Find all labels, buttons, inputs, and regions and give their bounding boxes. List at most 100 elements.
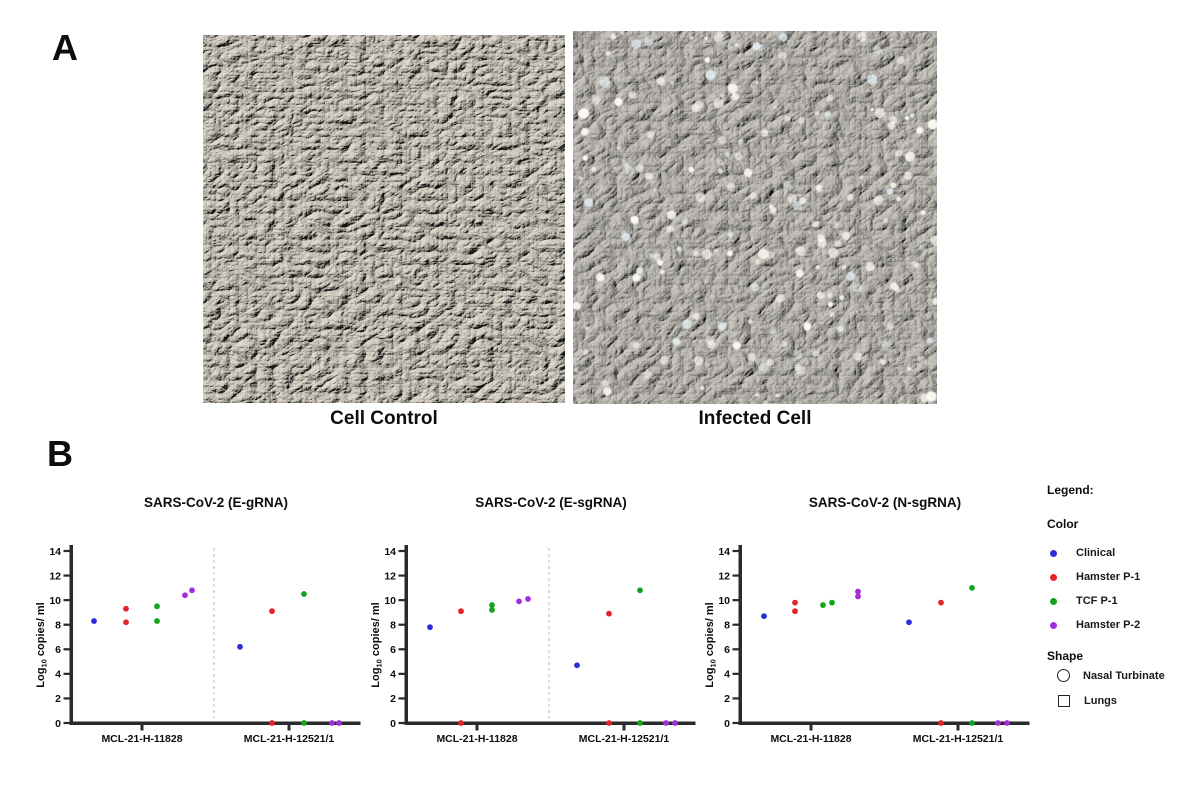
- data-point: [820, 602, 826, 608]
- data-point: [154, 603, 160, 610]
- cell-control-micrograph: [203, 35, 565, 403]
- rounded-cell: [881, 341, 891, 350]
- rounded-cell: [829, 312, 835, 318]
- rounded-cell: [803, 322, 812, 330]
- rounded-cell: [632, 341, 640, 349]
- clinical-color-swatch: [1050, 549, 1057, 557]
- rounded-cell: [657, 259, 664, 266]
- data-point: [637, 587, 643, 594]
- rounded-cell: [731, 92, 740, 101]
- rounded-cell: [766, 250, 776, 259]
- rounded-cell: [910, 113, 915, 118]
- rounded-cell: [874, 46, 882, 54]
- rounded-cell: [890, 182, 897, 189]
- rounded-cell: [896, 55, 905, 65]
- rounded-cell: [694, 100, 704, 110]
- rounded-cell: [591, 166, 597, 172]
- y-tick-mark: [63, 721, 70, 725]
- data-point: [906, 619, 912, 626]
- data-point: [606, 720, 612, 726]
- rounded-cell: [815, 184, 823, 192]
- rounded-cell: [732, 341, 741, 350]
- rounded-cell: [932, 298, 937, 306]
- data-point: [637, 720, 643, 726]
- rounded-cell: [826, 94, 834, 102]
- y-tick-label: 2: [390, 693, 396, 705]
- data-point: [855, 588, 861, 595]
- y-tick-mark: [732, 549, 739, 553]
- rounded-cell: [574, 368, 578, 373]
- data-point: [301, 591, 307, 597]
- data-point: [329, 720, 335, 726]
- y-tick-mark: [398, 574, 405, 577]
- rounded-cell: [870, 108, 875, 112]
- rounded-cell: [695, 192, 706, 203]
- x-category-label: MCL-21-H-11828: [436, 733, 517, 745]
- chart-title: SARS-CoV-2 (E-gRNA): [144, 495, 288, 510]
- rounded-cell: [616, 146, 621, 150]
- y-tick-label: 14: [384, 546, 396, 558]
- rounded-cell: [905, 151, 916, 162]
- rounded-cell: [846, 271, 856, 281]
- rounded-cell: [692, 250, 699, 257]
- y-tick-label: 14: [49, 546, 61, 558]
- y-tick-label: 14: [718, 546, 730, 558]
- y-tick-mark: [732, 574, 739, 577]
- legend-item-label: Lungs: [1084, 694, 1117, 707]
- x-axis-line: [69, 721, 361, 725]
- legend-color-heading: Color: [1047, 517, 1079, 531]
- legend-item-label: Clinical: [1076, 547, 1116, 559]
- x-category-label: MCL-21-H-12521/1: [244, 733, 335, 745]
- y-tick-label: 4: [55, 669, 61, 681]
- rounded-cell: [815, 265, 820, 270]
- y-tick-mark: [732, 623, 739, 626]
- hamster-p2-color-swatch: [1050, 621, 1057, 629]
- rounded-cell: [704, 57, 711, 63]
- y-tick-label: 2: [724, 693, 730, 705]
- legend-item-label: Hamster P-2: [1076, 619, 1141, 631]
- rounded-cell: [580, 127, 590, 136]
- rounded-cell: [795, 269, 804, 278]
- data-point: [969, 584, 975, 591]
- y-axis-label: Log10 copies/ ml: [704, 602, 718, 687]
- rounded-cell: [812, 220, 819, 228]
- y-tick-mark: [398, 672, 405, 675]
- rounded-cell: [747, 353, 756, 362]
- rounded-cell: [787, 193, 797, 203]
- rounded-cell: [578, 108, 589, 119]
- rounded-cell: [749, 192, 757, 200]
- data-point: [458, 720, 464, 726]
- legend-item-label: TCF P-1: [1076, 595, 1118, 607]
- scatter-chart-e-sgrna: SARS-CoV-2 (E-sgRNA) Log10 copies/ ml 0 2 4 6…: [370, 495, 696, 745]
- hamster-p1-color-swatch: [1050, 573, 1057, 581]
- x-tick-mark: [956, 725, 960, 731]
- rounded-cell: [754, 80, 759, 85]
- cell-control-texture: [203, 35, 565, 403]
- rounded-cell: [584, 198, 593, 207]
- rounded-cell: [857, 31, 867, 42]
- rounded-cell: [734, 43, 739, 47]
- data-point: [91, 618, 97, 624]
- panel-a-label: A: [52, 27, 78, 68]
- data-point: [574, 662, 580, 669]
- y-tick-mark: [732, 672, 739, 675]
- rounded-cell: [865, 261, 875, 272]
- rounded-cell: [783, 180, 791, 189]
- data-point: [237, 643, 243, 650]
- infected-cell-caption: Infected Cell: [698, 408, 812, 429]
- rounded-cell: [907, 366, 912, 371]
- rounded-cell: [751, 283, 760, 291]
- rounded-cell: [778, 32, 788, 42]
- rounded-cell: [824, 111, 831, 118]
- rounded-cell: [621, 232, 631, 241]
- rounded-cell: [630, 215, 639, 224]
- rounded-cell: [582, 349, 589, 356]
- y-axis-label: Log10 copies/ ml: [370, 602, 384, 687]
- rounded-cell: [644, 371, 652, 379]
- rounded-cell: [707, 341, 716, 349]
- rounded-cell: [670, 81, 675, 85]
- rounded-cell: [628, 91, 637, 99]
- rounded-cell: [744, 168, 753, 177]
- legend-item-clinical: Clinical: [1047, 541, 1200, 565]
